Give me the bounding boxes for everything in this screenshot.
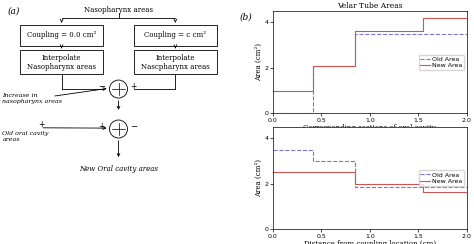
Legend: Old Area, New Area: Old Area, New Area — [419, 54, 464, 70]
Old Area — [352, 64, 358, 67]
Text: Interpolate
Nasopharynx areas: Interpolate Nasopharynx areas — [27, 54, 96, 71]
Text: Increase in
nasopharynx areas: Increase in nasopharynx areas — [2, 93, 63, 104]
New Area — [352, 64, 358, 67]
Text: +: + — [99, 122, 105, 131]
FancyBboxPatch shape — [20, 25, 103, 46]
Y-axis label: Area (cm²): Area (cm²) — [255, 43, 263, 81]
New Area — [420, 30, 426, 33]
Title: Velar Tube Areas: Velar Tube Areas — [337, 2, 402, 10]
Line: New Area: New Area — [273, 18, 467, 91]
Text: −: − — [98, 82, 105, 91]
Old Area — [420, 32, 426, 35]
Text: (b): (b) — [239, 13, 252, 21]
Line: New Area: New Area — [273, 173, 467, 192]
Old Area — [310, 112, 316, 115]
Old Area — [420, 32, 426, 35]
New Area — [464, 190, 470, 193]
Text: Coupling = c cm²: Coupling = c cm² — [145, 31, 206, 39]
Text: −: − — [130, 122, 137, 131]
X-axis label: Corresponding sections of oral cavity: Corresponding sections of oral cavity — [303, 124, 436, 132]
Text: +: + — [130, 82, 136, 91]
Old Area — [270, 112, 275, 115]
Old Area — [352, 160, 358, 163]
Old Area — [270, 148, 275, 151]
Line: Old Area: Old Area — [273, 150, 467, 187]
Old Area — [420, 186, 426, 189]
Text: Old oral cavity
areas: Old oral cavity areas — [2, 131, 49, 142]
New Area — [352, 171, 358, 174]
Old Area — [352, 32, 358, 35]
Text: Coupling = 0.0 cm²: Coupling = 0.0 cm² — [27, 31, 96, 39]
Old Area — [310, 160, 316, 163]
Old Area — [352, 186, 358, 189]
Text: New Oral cavity areas: New Oral cavity areas — [79, 165, 158, 173]
Text: Nasopharynx areas: Nasopharynx areas — [84, 6, 153, 14]
New Area — [310, 64, 316, 67]
FancyBboxPatch shape — [134, 50, 217, 74]
New Area — [270, 89, 275, 92]
Old Area — [464, 186, 470, 189]
New Area — [420, 190, 426, 193]
FancyBboxPatch shape — [20, 50, 103, 74]
Line: Old Area: Old Area — [273, 34, 467, 113]
FancyBboxPatch shape — [134, 25, 217, 46]
Old Area — [464, 32, 470, 35]
New Area — [420, 182, 426, 185]
New Area — [310, 89, 316, 92]
New Area — [310, 171, 316, 174]
New Area — [420, 16, 426, 19]
Old Area — [420, 186, 426, 189]
Text: Interpolate
Nascpharynx areas: Interpolate Nascpharynx areas — [141, 54, 210, 71]
Text: +: + — [38, 120, 45, 129]
New Area — [464, 16, 470, 19]
Y-axis label: Area (cm²): Area (cm²) — [255, 159, 263, 197]
X-axis label: Distance from coupling location (cm): Distance from coupling location (cm) — [304, 240, 436, 244]
Old Area — [310, 148, 316, 151]
Text: (a): (a) — [7, 6, 19, 15]
Old Area — [310, 64, 316, 67]
New Area — [270, 171, 275, 174]
New Area — [352, 30, 358, 33]
New Area — [310, 171, 316, 174]
Legend: Old Area, New Area: Old Area, New Area — [419, 170, 464, 186]
New Area — [352, 182, 358, 185]
